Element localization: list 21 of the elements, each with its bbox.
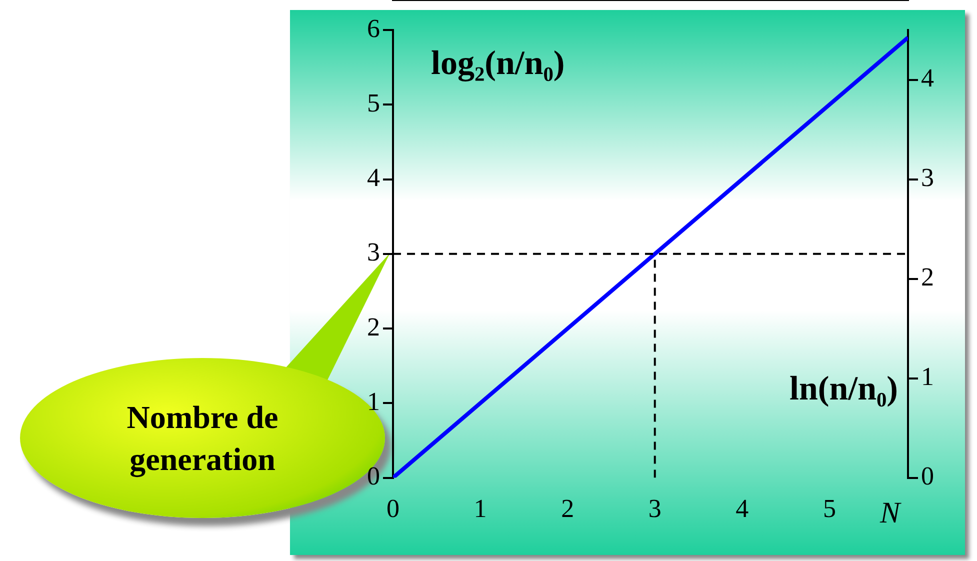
- x-axis-title: N: [879, 496, 902, 530]
- y2-tick-label: 4: [921, 64, 934, 93]
- y-tick-label: 0: [367, 462, 380, 491]
- x-tick-label: 0: [386, 494, 400, 524]
- x-tick-label: 5: [822, 494, 836, 524]
- y2-tick-label: 2: [921, 262, 934, 292]
- x-tick-label: 2: [561, 494, 574, 524]
- y-tick-label: 2: [367, 312, 380, 342]
- y2-tick-label: 3: [921, 163, 934, 192]
- annotation: log₂(n/n₀): [431, 44, 565, 82]
- y2-tick-label: 0: [921, 462, 934, 491]
- x-tick-label: 4: [736, 494, 749, 524]
- y-tick-label: 5: [367, 88, 380, 118]
- x-tick-label: 1: [474, 494, 487, 524]
- y-tick-label: 1: [367, 386, 380, 416]
- x-tick-label: 3: [648, 494, 662, 524]
- annotation: ln(n/n₀): [790, 370, 898, 408]
- y-tick-label: 4: [367, 163, 380, 192]
- y-tick-label: 6: [367, 14, 380, 43]
- y2-tick-label: 1: [921, 362, 934, 392]
- y-tick-label: 3: [367, 238, 380, 267]
